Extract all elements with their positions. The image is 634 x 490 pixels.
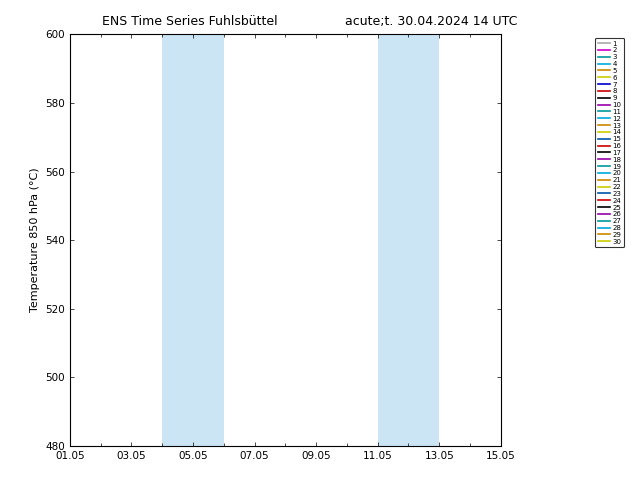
Y-axis label: Temperature 850 hPa (°C): Temperature 850 hPa (°C) (30, 168, 39, 313)
Legend: 1, 2, 3, 4, 5, 6, 7, 8, 9, 10, 11, 12, 13, 14, 15, 16, 17, 18, 19, 20, 21, 22, 2: 1, 2, 3, 4, 5, 6, 7, 8, 9, 10, 11, 12, 1… (595, 38, 624, 247)
Text: ENS Time Series Fuhlsbüttel: ENS Time Series Fuhlsbüttel (102, 15, 278, 28)
Text: acute;t. 30.04.2024 14 UTC: acute;t. 30.04.2024 14 UTC (345, 15, 517, 28)
Bar (162, 34, 224, 446)
Bar (378, 34, 439, 446)
